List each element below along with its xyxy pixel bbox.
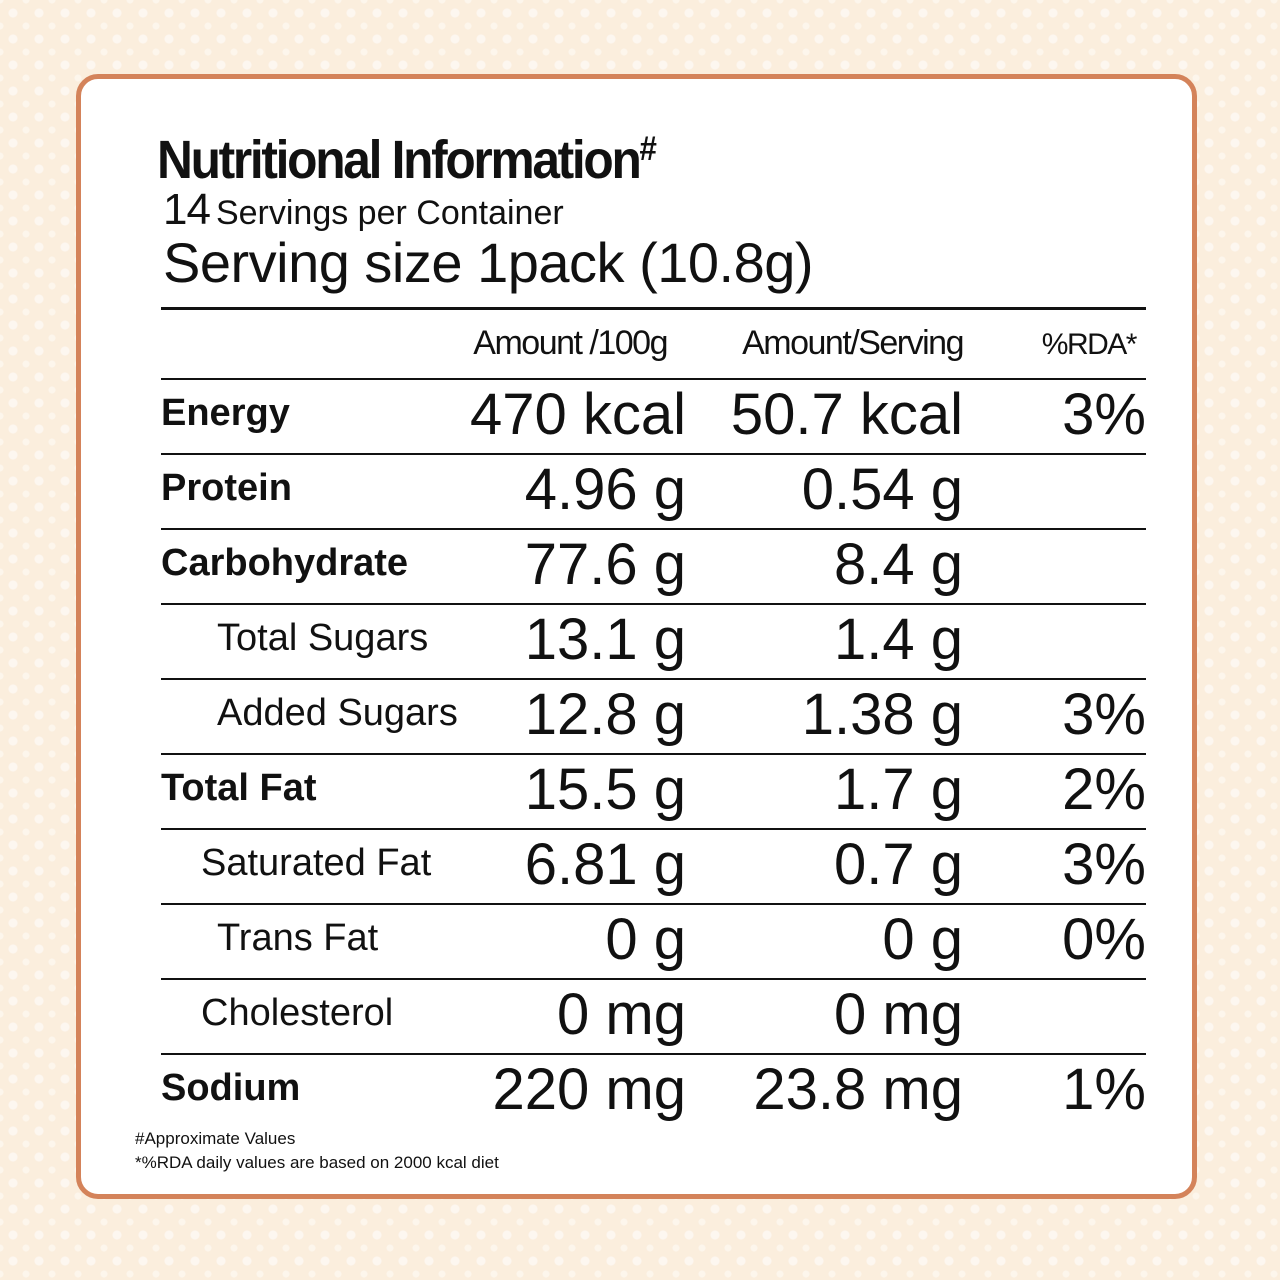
table-row-protein: Protein 4.96 g 0.54 g (161, 455, 1146, 530)
row-label: Total Fat (161, 767, 317, 809)
row-label: Cholesterol (201, 992, 394, 1034)
row-rda: 3% (1062, 682, 1146, 747)
page-title: Nutritional Information# (157, 119, 657, 190)
row-per100g: 0 g (605, 907, 686, 972)
header-amount-per-serving: Amount/Serving (742, 324, 964, 362)
row-per100g: 220 mg (492, 1057, 686, 1122)
row-per-serving: 1.4 g (834, 607, 963, 672)
title-text: Nutritional Information (157, 130, 642, 190)
row-rda: 1% (1062, 1057, 1146, 1122)
footnote-approximate: #Approximate Values (135, 1129, 296, 1148)
table-row-energy: Energy 470 kcal 50.7 kcal 3% (161, 380, 1146, 455)
row-per-serving: 0.7 g (834, 832, 963, 897)
row-per-serving: 0 mg (834, 982, 963, 1047)
nutrition-table: Amount /100g Amount/Serving %RDA* Energy… (161, 307, 1146, 1128)
row-per100g: 13.1 g (524, 607, 686, 672)
row-per100g: 12.8 g (524, 682, 686, 747)
row-per100g: 4.96 g (524, 457, 686, 522)
table-row-carbohydrate: Carbohydrate 77.6 g 8.4 g (161, 530, 1146, 605)
row-label: Trans Fat (217, 917, 379, 959)
row-rda: 2% (1062, 757, 1146, 822)
row-per100g: 15.5 g (524, 757, 686, 822)
row-per100g: 470 kcal (469, 382, 686, 447)
table-row-trans-fat: Trans Fat 0 g 0 g 0% (161, 905, 1146, 980)
row-per-serving: 0.54 g (801, 457, 963, 522)
row-per-serving: 0 g (882, 907, 963, 972)
row-label: Protein (161, 467, 292, 509)
row-per100g: 6.81 g (524, 832, 686, 897)
table-row-cholesterol: Cholesterol 0 mg 0 mg (161, 980, 1146, 1055)
row-per-serving: 23.8 mg (753, 1057, 963, 1122)
footnote-rda: *%RDA daily values are based on 2000 kca… (135, 1153, 499, 1172)
row-rda: 3% (1062, 832, 1146, 897)
row-label: Added Sugars (217, 692, 458, 734)
row-label: Carbohydrate (161, 542, 409, 584)
table-row-saturated-fat: Saturated Fat 6.81 g 0.7 g 3% (161, 830, 1146, 905)
servings-label: Servings per Container (215, 194, 564, 232)
table-row-sodium: Sodium 220 mg 23.8 mg 1% (161, 1055, 1146, 1128)
row-rda: 0% (1062, 907, 1146, 972)
row-rda: 3% (1062, 382, 1146, 447)
header-rda: %RDA* (1041, 328, 1138, 361)
row-per-serving: 1.7 g (834, 757, 963, 822)
row-label: Total Sugars (217, 617, 429, 659)
header-amount-per-100g: Amount /100g (473, 324, 668, 362)
nutrition-card: Nutritional Information# 14 Servings per … (76, 74, 1197, 1199)
row-per100g: 77.6 g (524, 532, 686, 597)
row-per-serving: 8.4 g (834, 532, 963, 597)
servings-count: 14 (163, 185, 211, 234)
serving-size: Serving size 1pack (10.8g) (163, 231, 814, 294)
table-row-total-fat: Total Fat 15.5 g 1.7 g 2% (161, 755, 1146, 830)
table-header-row: Amount /100g Amount/Serving %RDA* (161, 310, 1146, 380)
row-label: Sodium (161, 1067, 301, 1109)
row-per-serving: 1.38 g (801, 682, 963, 747)
servings-per-container: 14 Servings per Container (163, 185, 564, 245)
row-per-serving: 50.7 kcal (730, 382, 963, 447)
table-row-added-sugars: Added Sugars 12.8 g 1.38 g 3% (161, 680, 1146, 755)
title-mark: # (639, 130, 657, 168)
table-row-total-sugars: Total Sugars 13.1 g 1.4 g (161, 605, 1146, 680)
row-label: Energy (161, 392, 290, 434)
footnotes: #Approximate Values *%RDA daily values a… (135, 1127, 499, 1175)
row-label: Saturated Fat (201, 842, 432, 884)
row-per100g: 0 mg (557, 982, 686, 1047)
